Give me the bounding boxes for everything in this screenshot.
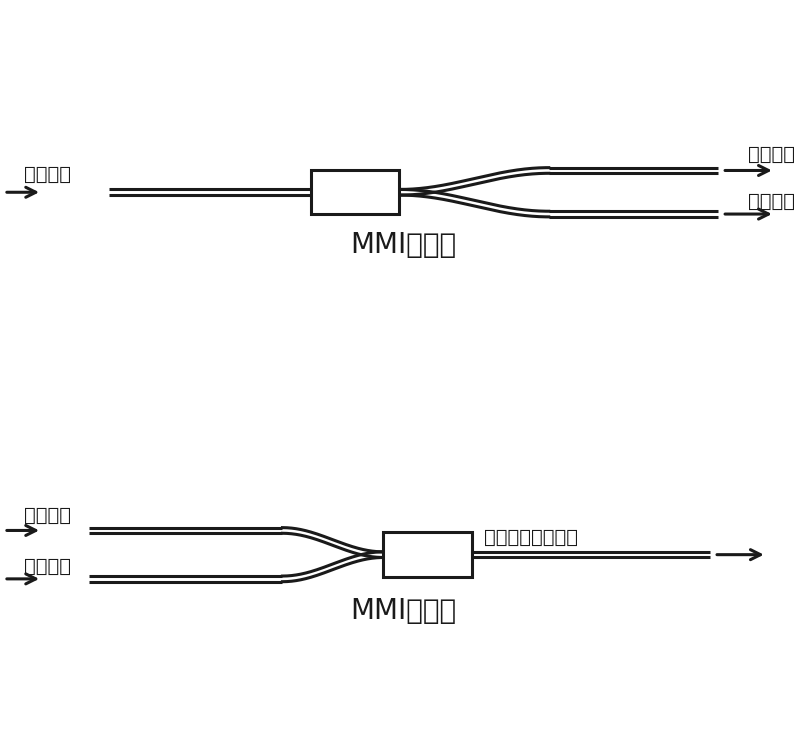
Bar (383, 532, 472, 577)
Text: 激光输入: 激光输入 (24, 556, 71, 575)
Bar (311, 170, 399, 214)
Text: 激光输入: 激光输入 (24, 165, 71, 184)
Text: 干涉后的激光输出: 干涉后的激光输出 (484, 528, 578, 547)
Text: MMI合束器: MMI合束器 (350, 597, 457, 625)
Text: MMI分束器: MMI分束器 (350, 231, 457, 259)
Text: 激光输入: 激光输入 (24, 506, 71, 525)
Text: 激光输出: 激光输出 (748, 192, 795, 211)
Text: 激光输出: 激光输出 (748, 145, 795, 164)
